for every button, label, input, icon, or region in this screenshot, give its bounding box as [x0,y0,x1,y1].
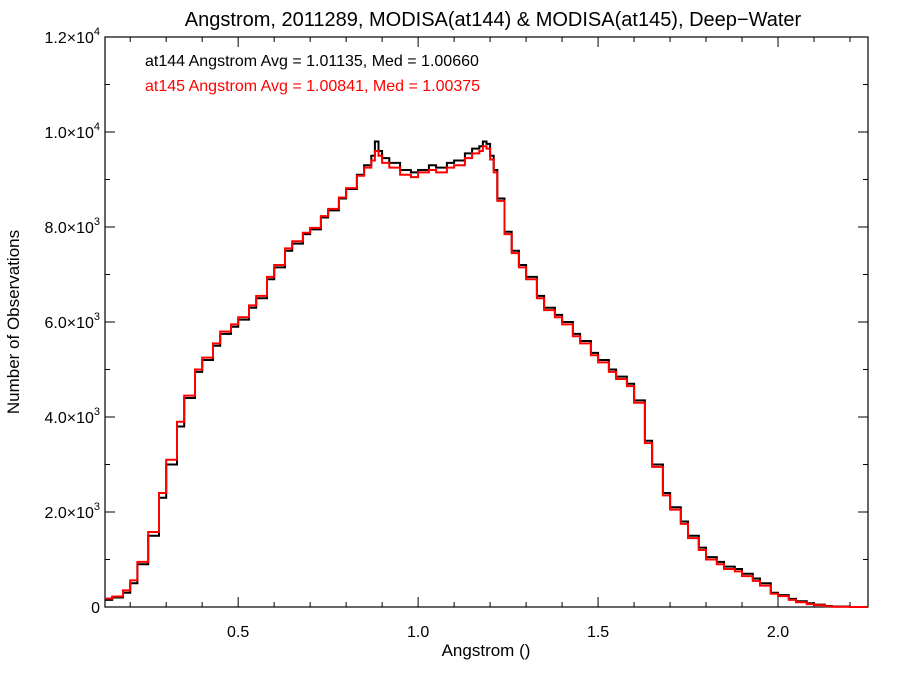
annotation-at144-stats: at144 Angstrom Avg = 1.01135, Med = 1.00… [145,53,479,70]
histogram-series-1 [105,145,868,608]
y-tick-label: 0 [91,600,100,617]
x-tick-label: 2.0 [767,624,789,641]
y-tick-label: 6.0×103 [44,311,100,332]
annotation-at145-stats: at145 Angstrom Avg = 1.00841, Med = 1.00… [145,78,480,95]
x-tick-label: 1.5 [587,624,609,641]
histogram-series-0 [105,140,868,608]
y-tick-label: 2.0×103 [44,501,100,522]
x-tick-label: 1.0 [407,624,429,641]
y-axis-ticks: 0 2.0×103 4.0×103 6.0×103 8.0×103 1.0×104 1.2×… [44,26,868,617]
x-axis-ticks: 0.5 1.0 1.5 2.0 [129,37,851,641]
y-tick-label: 1.2×104 [44,26,100,47]
series-layer [105,140,868,608]
x-axis-label: Angstrom () [442,641,531,660]
chart-title: Angstrom, 2011289, MODISA(at144) & MODIS… [185,9,802,31]
y-tick-label: 8.0×103 [44,216,100,237]
y-tick-label: 4.0×103 [44,406,100,427]
x-tick-label: 0.5 [227,624,249,641]
y-tick-label: 1.0×104 [44,121,100,142]
plot-frame [104,36,869,608]
y-axis-label: Number of Observations [4,230,23,414]
